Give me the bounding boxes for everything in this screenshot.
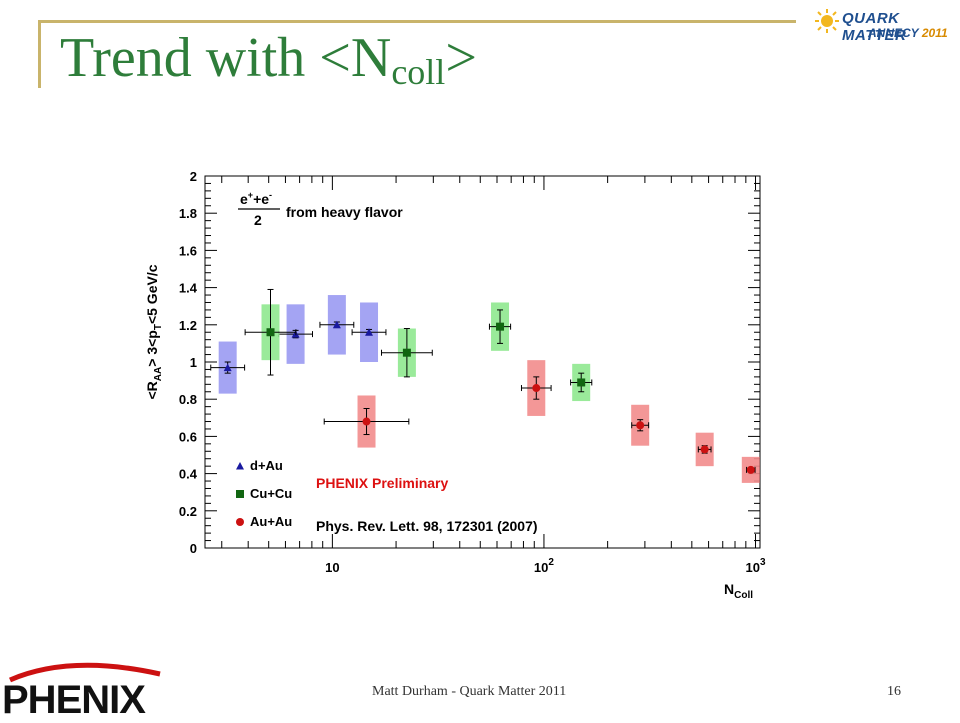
data-point-circle [746,465,755,474]
y-tick-label: 1 [190,355,197,370]
data-point-triangle [365,328,374,336]
y-axis-label-part: AA [153,367,164,381]
x-tick-exponent: 2 [548,557,554,568]
x-tick-exponent: 3 [760,557,766,568]
legend-marker-triangle [236,462,244,470]
reference-text: Phys. Rev. Lett. 98, 172301 (2007) [316,518,538,534]
data-point-triangle [332,320,341,329]
slide-frame-top [38,20,796,23]
logo-place: ANNECY [868,26,919,40]
x-tick-label: 102 [534,557,554,575]
slide-frame-left [38,20,41,88]
y-tick-label: 0.4 [179,467,198,482]
y-axis-label-group: <RAA> 3<pT<5 GeV/c [144,264,164,399]
legend-label: Cu+Cu [250,486,292,501]
data-point-square [496,322,505,331]
y-axis-label: <RAA> 3<pT<5 GeV/c [144,264,164,399]
data-point-circle [700,445,709,454]
y-axis-label-part: <5 GeV/c [144,264,160,324]
formula-numerator-part: - [269,190,272,200]
title-end: > [445,27,477,89]
legend-label: d+Au [250,458,283,473]
y-tick-label: 2 [190,169,197,184]
legend-marker-circle [236,518,244,526]
data-point-square [577,378,586,387]
slide-title: Trend with <Ncoll> [60,30,477,90]
y-axis-label-part: > 3<p [144,330,160,367]
formula-denominator: 2 [254,212,262,228]
y-tick-label: 0.8 [179,392,197,407]
y-tick-label: 1.8 [179,206,197,221]
data-point-square [402,348,411,357]
logo-year: 2011 [921,26,948,40]
legend-label: Au+Au [250,514,292,529]
quark-matter-logo: QUARK MATTER ANNECY 2011 [806,4,956,44]
raa-chart: 0 0.2 0.4 0.6 0.8 1 1.2 1.4 1.6 1.8 2 10 102 103 NColl… [120,160,780,600]
y-tick-label: 0.2 [179,504,197,519]
preliminary-label: PHENIX Preliminary [316,475,448,491]
title-main: Trend with <N [60,27,392,89]
x-axis-label-subscript: Coll [734,590,753,600]
chart-svg: 0 0.2 0.4 0.6 0.8 1 1.2 1.4 1.6 1.8 2 10 102 103 NColl… [144,169,766,600]
y-axis-label-part: <R [144,381,160,399]
data-point-circle [362,417,371,426]
x-tick-label: 103 [746,557,766,575]
data-point-triangle [223,363,232,372]
formula-numerator: e++e- [240,190,272,207]
y-tick-label: 0 [190,541,197,556]
formula-numerator-part: + [248,190,253,200]
x-axis-label: NColl [724,581,753,600]
y-tick-label: 1.6 [179,243,197,258]
y-tick-label: 0.6 [179,429,197,444]
quark-matter-logo-line2: ANNECY 2011 [868,26,948,40]
formula-text: from heavy flavor [286,204,403,220]
phenix-logo-text: PHENIX [2,678,146,722]
y-tick-label: 1.4 [179,281,198,296]
data-point-circle [636,421,645,430]
page-number: 16 [887,684,901,699]
y-axis-label-part: T [153,324,164,330]
title-subscript: coll [391,52,446,92]
sun-logo-icon [815,9,839,33]
quark-matter-logo-line1: QUARK MATTER [842,10,907,44]
footer-text: Matt Durham - Quark Matter 2011 [372,684,567,699]
formula-numerator-part: +e [253,191,269,207]
legend-marker-square [236,490,244,498]
y-tick-label: 1.2 [179,318,197,333]
phenix-logo: PHENIX [0,660,170,722]
phenix-arc-icon [9,662,161,683]
data-point-square [266,328,275,337]
data-point-circle [532,384,541,393]
x-tick-label: 10 [325,560,339,575]
